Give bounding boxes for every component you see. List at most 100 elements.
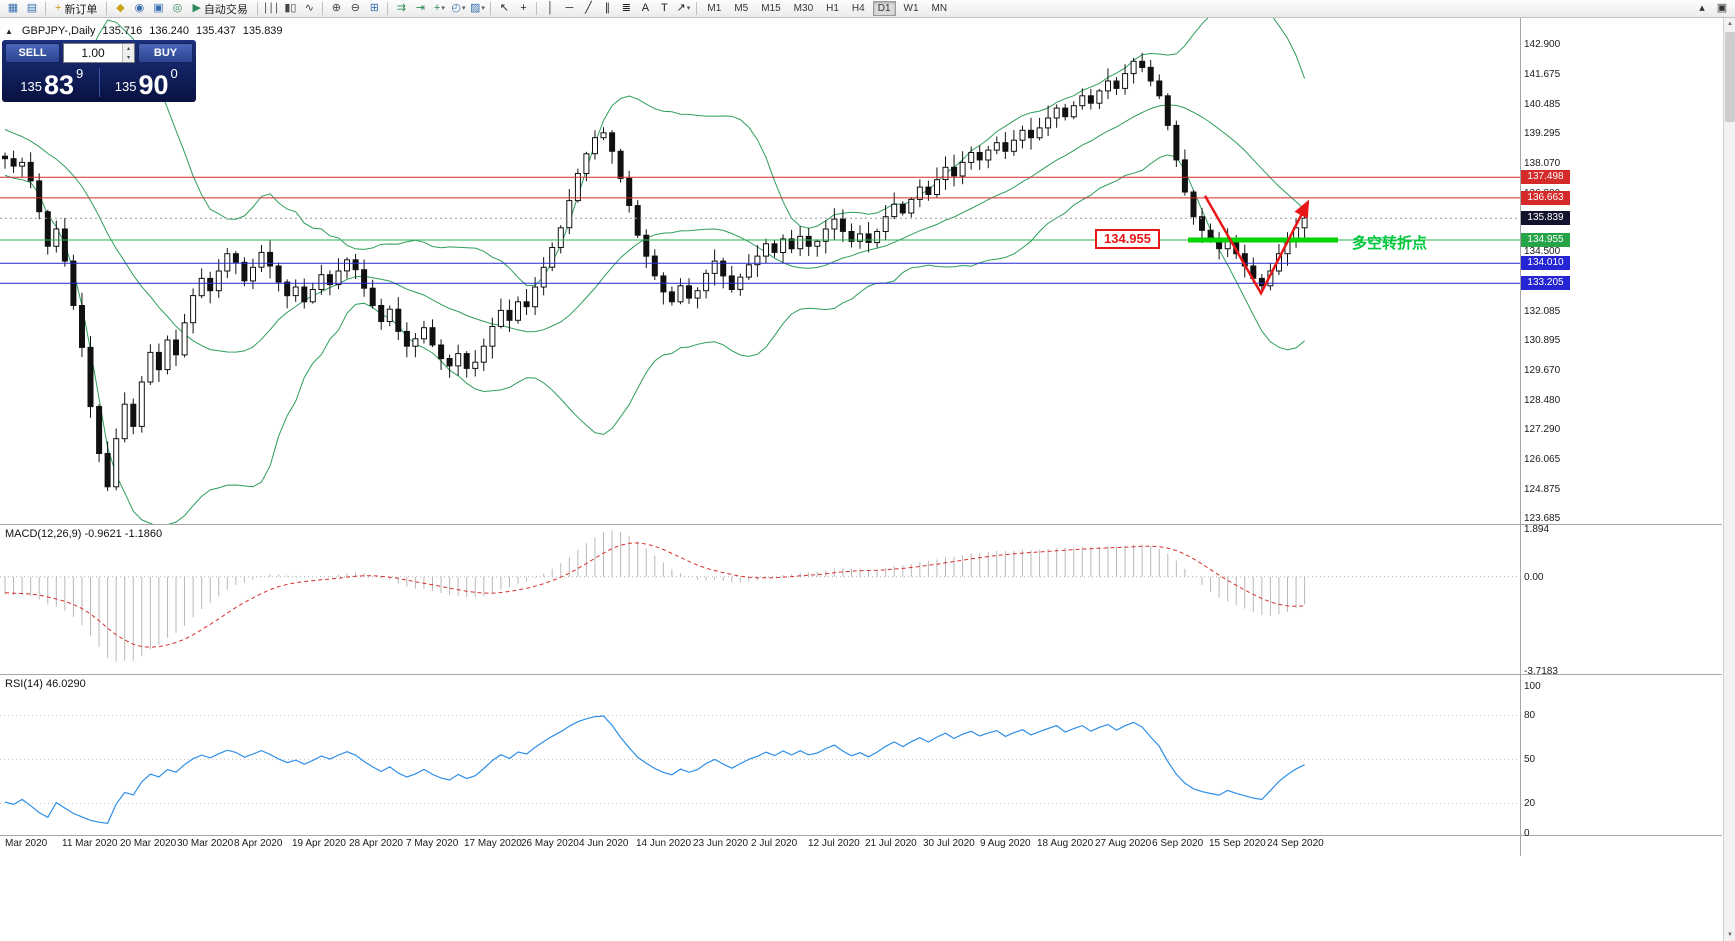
timeframe-m15-button[interactable]: M15 [761, 3, 781, 14]
volume-value[interactable]: 1.00 [81, 46, 105, 60]
timeframe-w1-button[interactable]: W1 [903, 3, 919, 14]
navigator-icon[interactable]: ◉ [134, 2, 145, 14]
candlestick-chart-icon[interactable]: ▮▯ [284, 2, 297, 14]
date-axis-label: 30 Jul 2020 [923, 838, 975, 849]
price-divider [98, 68, 100, 97]
panel-separator[interactable] [0, 524, 1722, 525]
new-chart-icon[interactable]: ▦ [7, 2, 19, 14]
timeframe-m1-button[interactable]: M1 [707, 3, 722, 14]
channel-icon[interactable]: ∥ [604, 2, 611, 14]
date-axis-label: 24 Sep 2020 [1267, 838, 1324, 849]
macd-panel[interactable] [0, 525, 1520, 674]
fibonacci-icon[interactable]: ≣ [621, 2, 632, 14]
zoom-in-icon[interactable]: ⊕ [331, 2, 342, 14]
toolbar-separator [256, 2, 258, 15]
new-order-button-label: 新订单 [64, 3, 98, 16]
date-axis-label: 4 Jun 2020 [579, 838, 629, 849]
volume-up-icon[interactable]: ▴ [123, 44, 134, 53]
new-order-button[interactable]: + 新订单 [50, 1, 102, 17]
sell-button[interactable]: SELL [5, 43, 60, 63]
price-axis-border [1520, 18, 1521, 856]
rsi-panel[interactable] [0, 675, 1520, 835]
macd-signal-line [4, 542, 1305, 648]
text-icon[interactable]: A [641, 2, 650, 14]
bollinger-up-band [4, 18, 1306, 287]
turning-point-line[interactable] [1188, 237, 1338, 243]
terminal-icon[interactable]: ▣ [153, 2, 164, 14]
window-menu-icon[interactable]: ▣ [1716, 2, 1728, 14]
ohlc-high: 136.240 [149, 25, 190, 37]
price-chart[interactable] [0, 18, 1520, 524]
scroll-down-icon[interactable]: ▼ [1727, 932, 1733, 938]
rsi-axis-label: 0 [1524, 828, 1530, 839]
scroll-top-icon[interactable]: ▴ [1699, 2, 1705, 14]
bar-chart-icon[interactable]: ∣∣∣ [262, 2, 280, 14]
vertical-scrollbar[interactable]: ▲ ▼ [1723, 18, 1735, 941]
trendline-icon[interactable]: ╱ [585, 2, 592, 14]
toolbar-separator [322, 2, 324, 15]
market-watch-icon[interactable]: ◆ [116, 2, 125, 14]
crosshair-icon[interactable]: + [520, 2, 527, 14]
new-order-button-icon: + [55, 2, 62, 14]
date-axis-label: 15 Sep 2020 [1209, 838, 1266, 849]
date-axis-label: 26 May 2020 [521, 838, 579, 849]
toolbar-separator [106, 2, 108, 15]
chart-ohlc-header: ▲ GBPJPY-,Daily 135.716 136.240 135.437 … [5, 25, 283, 37]
dropdown-caret-icon: ▾ [441, 5, 445, 12]
strategy-tester-icon[interactable]: ◎ [172, 2, 183, 14]
macd-axis-label: 0.00 [1524, 572, 1544, 583]
date-axis-label: 2 Jul 2020 [751, 838, 798, 849]
buy-button[interactable]: BUY [138, 43, 193, 63]
auto-trading-button[interactable]: ▶ 自动交易 [187, 1, 252, 17]
scroll-up-icon[interactable]: ▲ [1727, 21, 1733, 27]
bid-price-display[interactable]: 135 83 9 [20, 66, 84, 101]
date-axis-label: Mar 2020 [5, 838, 48, 849]
price-axis-label: 139.295 [1524, 128, 1561, 139]
date-axis-label: 19 Apr 2020 [292, 838, 346, 849]
bollinger-lo-band [4, 154, 1305, 524]
panel-separator[interactable] [0, 835, 1722, 836]
profiles-icon[interactable]: ▤ [26, 2, 38, 14]
vertical-line-icon[interactable]: │ [546, 2, 554, 14]
horizontal-line-icon[interactable]: ─ [565, 2, 574, 14]
volume-down-icon[interactable]: ▾ [123, 53, 134, 62]
line-chart-icon[interactable]: ∿ [304, 2, 315, 14]
auto-scroll-icon[interactable]: ⇉ [396, 2, 407, 14]
timeframe-m30-button[interactable]: M30 [793, 3, 814, 14]
toolbar-separator [696, 2, 698, 15]
scrollbar-thumb[interactable] [1725, 32, 1735, 122]
volume-field[interactable]: 1.00 ▴ ▾ [63, 43, 135, 63]
candles [2, 52, 1308, 492]
cycles-icon[interactable]: ◴ ▾ [451, 2, 466, 14]
reversal-arrow[interactable] [1203, 195, 1310, 296]
price-axis-label: 134.500 [1524, 246, 1561, 257]
one-click-trading-panel: SELL 1.00 ▴ ▾ BUY 135 83 9 135 90 0 [2, 40, 196, 102]
turning-point-note[interactable]: 多空转折点 [1352, 235, 1428, 252]
timeframe-h1-button[interactable]: H1 [826, 3, 839, 14]
rsi-line [4, 715, 1305, 824]
price-axis-label: 126.065 [1524, 454, 1561, 465]
arrows-icon[interactable]: ↗ ▾ [676, 2, 691, 14]
cursor-icon[interactable]: ↖ [499, 2, 510, 14]
toolbar-right-group: ▴ ▣ [1693, 1, 1731, 17]
timeframe-m5-button[interactable]: M5 [734, 3, 749, 14]
timeframe-h4-button[interactable]: H4 [851, 3, 865, 14]
zoom-out-icon[interactable]: ⊖ [350, 2, 361, 14]
tile-windows-icon[interactable]: ⊞ [369, 2, 380, 14]
add-indicator-icon[interactable]: + ▾ [433, 2, 445, 14]
timeframe-d1-button[interactable]: D1 [872, 1, 896, 16]
panel-separator[interactable] [0, 674, 1722, 675]
one-click-collapse-icon[interactable]: ▲ [5, 26, 13, 36]
templates-icon[interactable]: ▨ ▾ [469, 2, 485, 14]
timeframe-mn-button[interactable]: MN [931, 3, 948, 14]
rsi-axis-label: 80 [1524, 710, 1536, 721]
date-axis-label: 30 Mar 2020 [177, 838, 234, 849]
price-axis-label: 141.675 [1524, 69, 1561, 80]
chart-shift-icon[interactable]: ⇥ [415, 2, 426, 14]
text-label-icon[interactable]: T [661, 2, 668, 14]
ask-price-display[interactable]: 135 90 0 [114, 66, 178, 101]
price-axis-label: 127.290 [1524, 424, 1561, 435]
date-axis-label: 21 Jul 2020 [865, 838, 917, 849]
price-callout[interactable]: 134.955 [1095, 229, 1160, 249]
